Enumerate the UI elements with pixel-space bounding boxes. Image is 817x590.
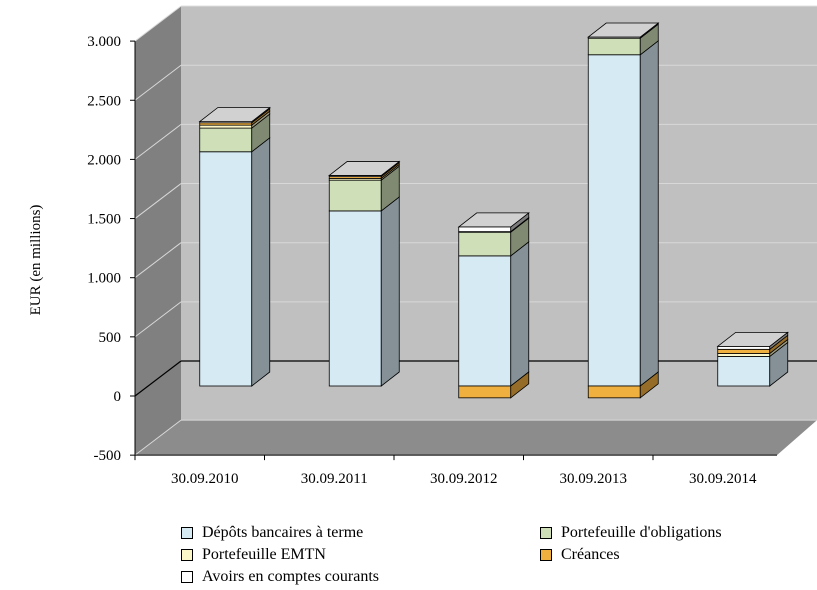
legend-item-creances: Créances bbox=[540, 546, 620, 564]
bar-segment bbox=[328, 210, 382, 387]
gridline-side bbox=[134, 419, 182, 456]
gridline-side bbox=[134, 183, 182, 219]
bar-top bbox=[328, 161, 401, 176]
y-axis-label: EUR (en millions) bbox=[28, 205, 44, 316]
bar-group bbox=[198, 106, 271, 387]
y-tick-label: 0 bbox=[114, 389, 122, 405]
y-tick-label: 2.500 bbox=[87, 93, 121, 109]
gridline-side bbox=[134, 64, 182, 101]
y-tick-label: 500 bbox=[99, 330, 122, 346]
legend-swatch bbox=[181, 549, 193, 561]
bar-segment bbox=[587, 54, 641, 387]
bar-segment bbox=[717, 353, 771, 357]
bar-segment bbox=[717, 348, 771, 354]
bar-top bbox=[457, 212, 530, 228]
bar-group bbox=[328, 160, 401, 387]
gridline-side bbox=[134, 5, 182, 42]
legend-swatch bbox=[181, 527, 193, 539]
legend-item-depots: Dépôts bancaires à terme bbox=[181, 524, 363, 542]
legend-label: Dépôts bancaires à terme bbox=[202, 524, 364, 541]
x-tick-label: 30.09.2011 bbox=[301, 471, 368, 487]
legend-item-avoirs: Avoirs en comptes courants bbox=[181, 568, 379, 586]
x-tick-label: 30.09.2014 bbox=[689, 471, 757, 487]
gridline-side bbox=[134, 242, 182, 279]
legend-label: Portefeuille d'obligations bbox=[561, 524, 722, 541]
y-axis: 3.000 2.500 2.000 1.500 1.000 500 0 -500 bbox=[87, 34, 136, 464]
legend-item-obligations: Portefeuille d'obligations bbox=[540, 524, 722, 542]
gridline-side bbox=[134, 360, 182, 397]
bar-top bbox=[716, 331, 789, 347]
bar-group bbox=[587, 22, 660, 399]
bar-side bbox=[639, 39, 659, 387]
bar-segment bbox=[328, 179, 382, 212]
bar-segment bbox=[458, 231, 512, 257]
y-tick-label: 3.000 bbox=[87, 34, 121, 50]
bar-segment bbox=[587, 37, 641, 56]
bar-segment bbox=[717, 356, 771, 387]
bar-segment bbox=[458, 255, 512, 387]
x-tick-label: 30.09.2013 bbox=[560, 471, 628, 487]
bar-segment bbox=[199, 151, 253, 387]
legend-label: Créances bbox=[561, 546, 620, 563]
x-tick-label: 30.09.2010 bbox=[171, 471, 239, 487]
bar-side bbox=[510, 241, 530, 387]
bar-side bbox=[510, 371, 530, 399]
legend-swatch bbox=[540, 549, 552, 561]
gridline-side bbox=[134, 301, 182, 338]
legend-swatch bbox=[540, 527, 552, 539]
legend-label: Avoirs en comptes courants bbox=[202, 568, 379, 585]
x-axis: 30.09.2010 30.09.2011 30.09.2012 30.09.2013… bbox=[134, 454, 777, 487]
y-tick-label: 1.500 bbox=[87, 212, 121, 228]
chart: 3.000 2.500 2.000 1.500 1.000 500 0 -500 30.09.… bbox=[28, 5, 817, 487]
y-tick-label: -500 bbox=[94, 448, 122, 464]
side-wall bbox=[135, 6, 181, 456]
bar-side bbox=[380, 196, 400, 387]
legend: Dépôts bancaires à terme Portefeuille d'… bbox=[155, 512, 817, 590]
y-tick-label: 2.000 bbox=[87, 152, 121, 168]
bar-segment bbox=[587, 385, 641, 399]
bar-side bbox=[639, 371, 659, 399]
bars bbox=[198, 22, 789, 399]
bar-segment bbox=[717, 345, 771, 350]
floor bbox=[135, 420, 817, 456]
bar-top bbox=[198, 107, 271, 122]
gridline-side bbox=[134, 124, 182, 160]
x-tick-label: 30.09.2012 bbox=[430, 471, 498, 487]
legend-label: Portefeuille EMTN bbox=[202, 546, 326, 563]
bar-group bbox=[457, 212, 530, 399]
legend-item-emtn: Portefeuille EMTN bbox=[181, 546, 326, 564]
bar-segment bbox=[199, 124, 253, 129]
bar-segment bbox=[458, 226, 512, 233]
bar-top bbox=[587, 22, 660, 38]
bar-segment bbox=[199, 127, 253, 153]
bar-group bbox=[716, 331, 789, 387]
bar-side bbox=[251, 136, 271, 387]
legend-swatch bbox=[181, 571, 193, 583]
bar-segment bbox=[458, 385, 512, 399]
y-tick-label: 1.000 bbox=[87, 271, 121, 287]
